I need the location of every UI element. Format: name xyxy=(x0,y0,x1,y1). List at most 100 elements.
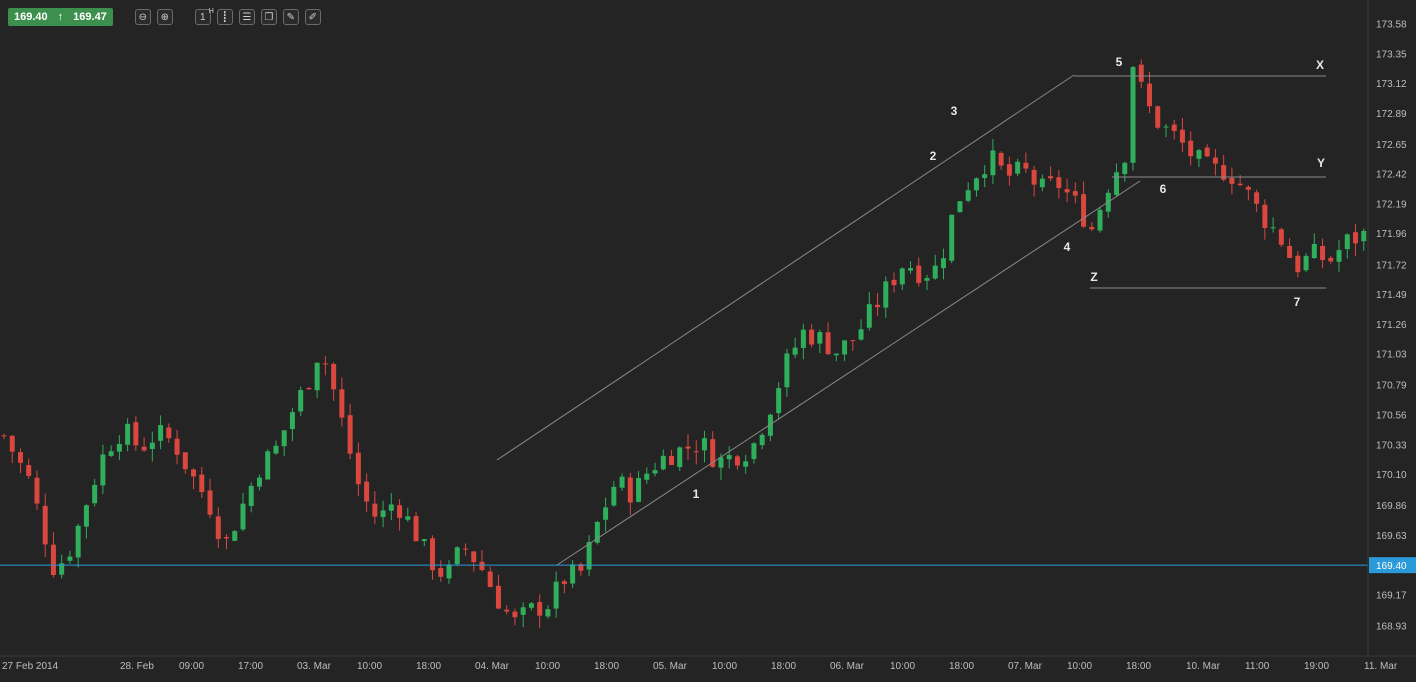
candle xyxy=(339,377,345,427)
candle xyxy=(669,449,675,466)
candle xyxy=(405,507,411,522)
candle xyxy=(1146,71,1152,114)
zoom-out-button[interactable]: ⊖ xyxy=(134,9,151,25)
layers-button[interactable]: ❐ xyxy=(260,9,277,25)
candle xyxy=(430,535,436,580)
candle xyxy=(809,324,815,348)
candle xyxy=(1,433,7,440)
y-tick-label: 173.35 xyxy=(1376,49,1407,60)
candle xyxy=(100,444,106,494)
candle xyxy=(792,337,798,359)
channel-line[interactable] xyxy=(496,74,1075,461)
x-tick-label: 10:00 xyxy=(357,661,382,672)
candle xyxy=(1328,255,1334,264)
candle xyxy=(108,445,114,458)
candle xyxy=(899,267,905,291)
candle xyxy=(224,534,230,550)
candle xyxy=(1130,65,1136,171)
candle xyxy=(850,339,856,351)
candle xyxy=(265,449,271,480)
y-tick-label: 170.10 xyxy=(1376,470,1407,481)
candle xyxy=(916,257,922,287)
y-tick-label: 171.49 xyxy=(1376,290,1407,301)
candle xyxy=(364,473,370,513)
y-tick-label: 173.12 xyxy=(1376,79,1407,90)
indicators-icon: ☰ xyxy=(242,12,252,23)
candle xyxy=(1163,123,1169,138)
candle xyxy=(553,571,559,618)
chart-type-button[interactable]: ┋ xyxy=(216,9,233,25)
x-tick-label: 10:00 xyxy=(712,661,737,672)
candle xyxy=(347,403,353,460)
candle xyxy=(92,478,98,507)
candle xyxy=(512,608,518,626)
candle xyxy=(495,574,501,609)
candle xyxy=(726,446,732,469)
candle xyxy=(677,446,683,472)
y-tick-label: 170.79 xyxy=(1376,381,1407,392)
candle xyxy=(1171,119,1177,140)
quote-badge[interactable]: 169.40 ↑ 169.47 xyxy=(8,8,113,26)
candle xyxy=(141,437,147,453)
x-tick-label: 18:00 xyxy=(416,661,441,672)
candle xyxy=(710,431,716,468)
zoom-in-button[interactable]: ⊕ xyxy=(156,9,173,25)
candle xyxy=(421,538,427,547)
x-tick-label: 18:00 xyxy=(594,661,619,672)
y-tick-label: 172.42 xyxy=(1376,170,1407,181)
candle xyxy=(875,293,881,317)
y-tick-label: 172.89 xyxy=(1376,109,1407,120)
x-tick-label: 11:00 xyxy=(1245,661,1270,672)
annotation-label: Z xyxy=(1090,270,1097,284)
annotation-label: X xyxy=(1316,58,1324,72)
candle xyxy=(825,322,831,355)
edit-drawing-button[interactable]: ✎ xyxy=(282,9,299,25)
x-tick-label: 05. Mar xyxy=(653,661,688,672)
y-tick-label: 170.56 xyxy=(1376,410,1407,421)
candlestick-series xyxy=(1,59,1367,629)
channel-line[interactable] xyxy=(556,180,1141,566)
candle xyxy=(191,468,197,490)
y-tick-label: 171.26 xyxy=(1376,320,1407,331)
candle xyxy=(619,473,625,491)
candle xyxy=(1015,158,1021,176)
candle xyxy=(232,530,238,542)
candle xyxy=(1212,148,1218,176)
candle xyxy=(817,329,823,354)
x-tick-label: 17:00 xyxy=(238,661,263,672)
indicators-button[interactable]: ☰ xyxy=(238,9,255,25)
candle xyxy=(908,261,914,274)
candle xyxy=(1344,233,1350,259)
candle xyxy=(644,467,650,484)
candle xyxy=(397,499,403,531)
candle xyxy=(1155,105,1161,130)
y-tick-label: 173.58 xyxy=(1376,20,1407,31)
candle xyxy=(471,550,477,572)
up-arrow-icon: ↑ xyxy=(57,11,64,23)
candle xyxy=(701,430,707,463)
candle xyxy=(67,550,73,564)
candle xyxy=(1295,251,1301,278)
y-tick-label: 169.63 xyxy=(1376,531,1407,542)
ask-price: 169.47 xyxy=(73,11,107,23)
annotation-label: Y xyxy=(1317,156,1325,170)
price-axis[interactable]: 173.58 173.35 173.12 172.89 172.65 172.42 172.… xyxy=(1367,0,1416,655)
candle xyxy=(438,560,444,582)
candle xyxy=(776,382,782,420)
candle xyxy=(743,454,749,474)
pencil-icon: ✐ xyxy=(308,12,317,23)
candle xyxy=(125,418,131,452)
pencil-button[interactable]: ✐ xyxy=(304,9,321,25)
y-tick-label: 171.96 xyxy=(1376,229,1407,240)
candle xyxy=(372,491,378,524)
candle xyxy=(1245,185,1251,201)
candle xyxy=(256,474,262,491)
candle xyxy=(627,472,633,516)
candle xyxy=(603,497,609,532)
candle xyxy=(1023,152,1029,174)
time-axis[interactable]: 27 Feb 2014 28. Feb 09:00 17:00 03. Mar 10:00… xyxy=(0,655,1416,672)
candle xyxy=(26,458,32,480)
timeframe-button[interactable]: 1 H xyxy=(194,8,214,25)
